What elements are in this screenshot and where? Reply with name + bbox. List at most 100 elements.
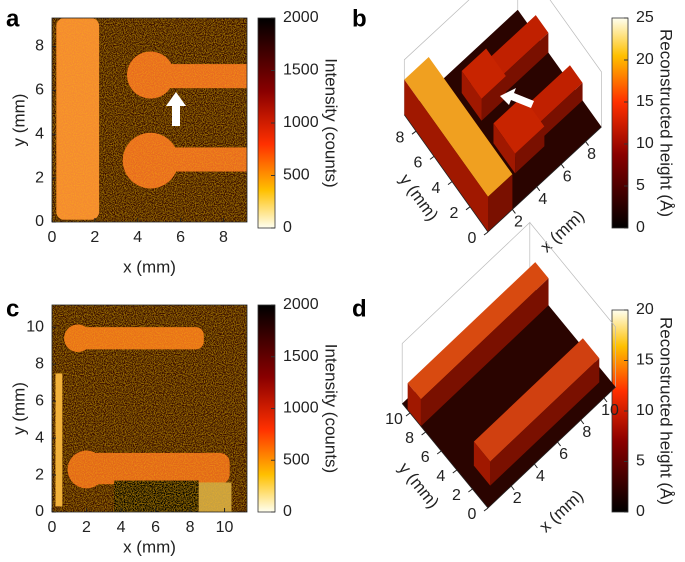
x-tick-label: 10 [216, 519, 234, 536]
sample-region [56, 18, 100, 220]
sample-region [64, 324, 92, 353]
colorbar-tick-label: 1000 [283, 400, 319, 417]
colorbar-tick-label: 25 [636, 9, 654, 26]
colorbar-label: Reconstructed height (Å) [657, 29, 676, 217]
y-tick [411, 130, 417, 135]
x-tick-label: 2 [90, 229, 99, 246]
y-tick-label: 0 [468, 506, 477, 523]
surface-side [490, 358, 600, 486]
x-tick [510, 485, 515, 491]
x-axis-label: x (mm) [123, 257, 176, 276]
colorbar-tick-label: 0 [636, 503, 645, 520]
image [52, 305, 247, 512]
colorbar-tick-label: 1500 [283, 348, 319, 365]
x-tick-label: 0 [48, 229, 57, 246]
surface-floor [402, 282, 616, 508]
colorbar-tick-label: 0 [283, 503, 292, 520]
y-tick-label: 0 [35, 503, 44, 520]
x-axis [487, 386, 616, 509]
x-tick-label: 4 [538, 191, 547, 208]
x-axis-label: x (mm) [536, 206, 588, 256]
surface-top [493, 96, 545, 154]
y-axis-label: y (mm) [9, 94, 28, 147]
colorbar-tick-label: 1000 [283, 114, 319, 131]
plot-frame [51, 17, 248, 223]
surface-top [407, 262, 549, 400]
x-tick [560, 163, 565, 169]
colorbar-tick-label: 10 [636, 402, 654, 419]
arrow [500, 88, 534, 108]
colorbar-tick-label: 15 [636, 352, 654, 369]
surface-side [481, 76, 506, 121]
sample-region [127, 51, 175, 99]
surface-side [488, 174, 513, 232]
surface-side [515, 126, 545, 174]
plot-frame [51, 304, 248, 513]
y-tick-label: 4 [35, 429, 44, 446]
y-tick [447, 181, 453, 186]
x-tick-label: 6 [151, 519, 160, 536]
x-tick-label: 8 [186, 519, 195, 536]
y-tick-label: 10 [26, 318, 44, 335]
x-tick-label: 6 [563, 168, 572, 185]
y-tick-label: 0 [468, 230, 477, 247]
y-tick [452, 469, 458, 474]
colorbar-tick-label: 20 [636, 51, 654, 68]
image [52, 18, 247, 222]
sample-region [55, 373, 63, 507]
colorbar-tick-label: 0 [283, 219, 292, 236]
x-tick-label: 4 [133, 229, 142, 246]
y-tick [421, 431, 426, 436]
colorbar-tick-label: 20 [636, 301, 654, 318]
y-tick [436, 450, 442, 455]
surface-side [404, 79, 488, 233]
y-tick-label: 2 [452, 487, 461, 504]
sample-region [86, 452, 230, 485]
colorbar-tick-label: 1500 [283, 62, 319, 79]
y-tick-label: 8 [35, 355, 44, 372]
y-tick-label: 6 [414, 155, 423, 172]
y-tick-label: 6 [35, 392, 44, 409]
y-tick [465, 206, 471, 211]
box-edge [549, 0, 602, 127]
y-tick-label: 2 [35, 466, 44, 483]
colorbar-label: Reconstructed height (Å) [657, 317, 676, 505]
colorbar-tick-label: 10 [636, 135, 654, 152]
y-tick-label: 2 [450, 205, 459, 222]
x-tick-label: 0 [48, 519, 57, 536]
surface-side [473, 441, 491, 486]
colorbar-tick-label: 2000 [283, 9, 319, 26]
x-tick-label: 8 [219, 229, 228, 246]
panel-label: a [6, 5, 20, 32]
arrow [166, 92, 186, 126]
colorbar-tick-label: 5 [636, 453, 645, 470]
y-tick-label: 6 [421, 449, 430, 466]
surface-top [473, 338, 600, 462]
x-axis-label: x (mm) [535, 486, 587, 536]
y-tick-label: 4 [432, 180, 441, 197]
y-axis [401, 403, 489, 509]
x-tick-label: 10 [601, 402, 619, 419]
colorbar-tick-label: 2000 [283, 296, 319, 313]
y-axis-label: y (mm) [396, 170, 442, 224]
x-axis-label: x (mm) [123, 537, 176, 556]
panel-label: d [352, 295, 367, 322]
y-tick [483, 507, 489, 512]
sample-region [122, 132, 179, 189]
y-tick-label: 8 [405, 430, 414, 447]
y-axis [403, 114, 489, 233]
surface-top [404, 57, 513, 197]
x-tick-label: 4 [536, 468, 545, 485]
sample-region [198, 482, 232, 512]
box-edge [401, 221, 531, 404]
y-tick [429, 155, 435, 160]
panel-label: b [352, 5, 367, 32]
x-tick [580, 419, 585, 425]
colorbar-label: Intensity (counts) [322, 344, 341, 473]
box-edge [529, 222, 616, 387]
colorbar [611, 17, 629, 229]
y-tick-label: 4 [436, 468, 445, 485]
y-tick-label: 2 [35, 169, 44, 186]
y-tick [483, 231, 489, 236]
